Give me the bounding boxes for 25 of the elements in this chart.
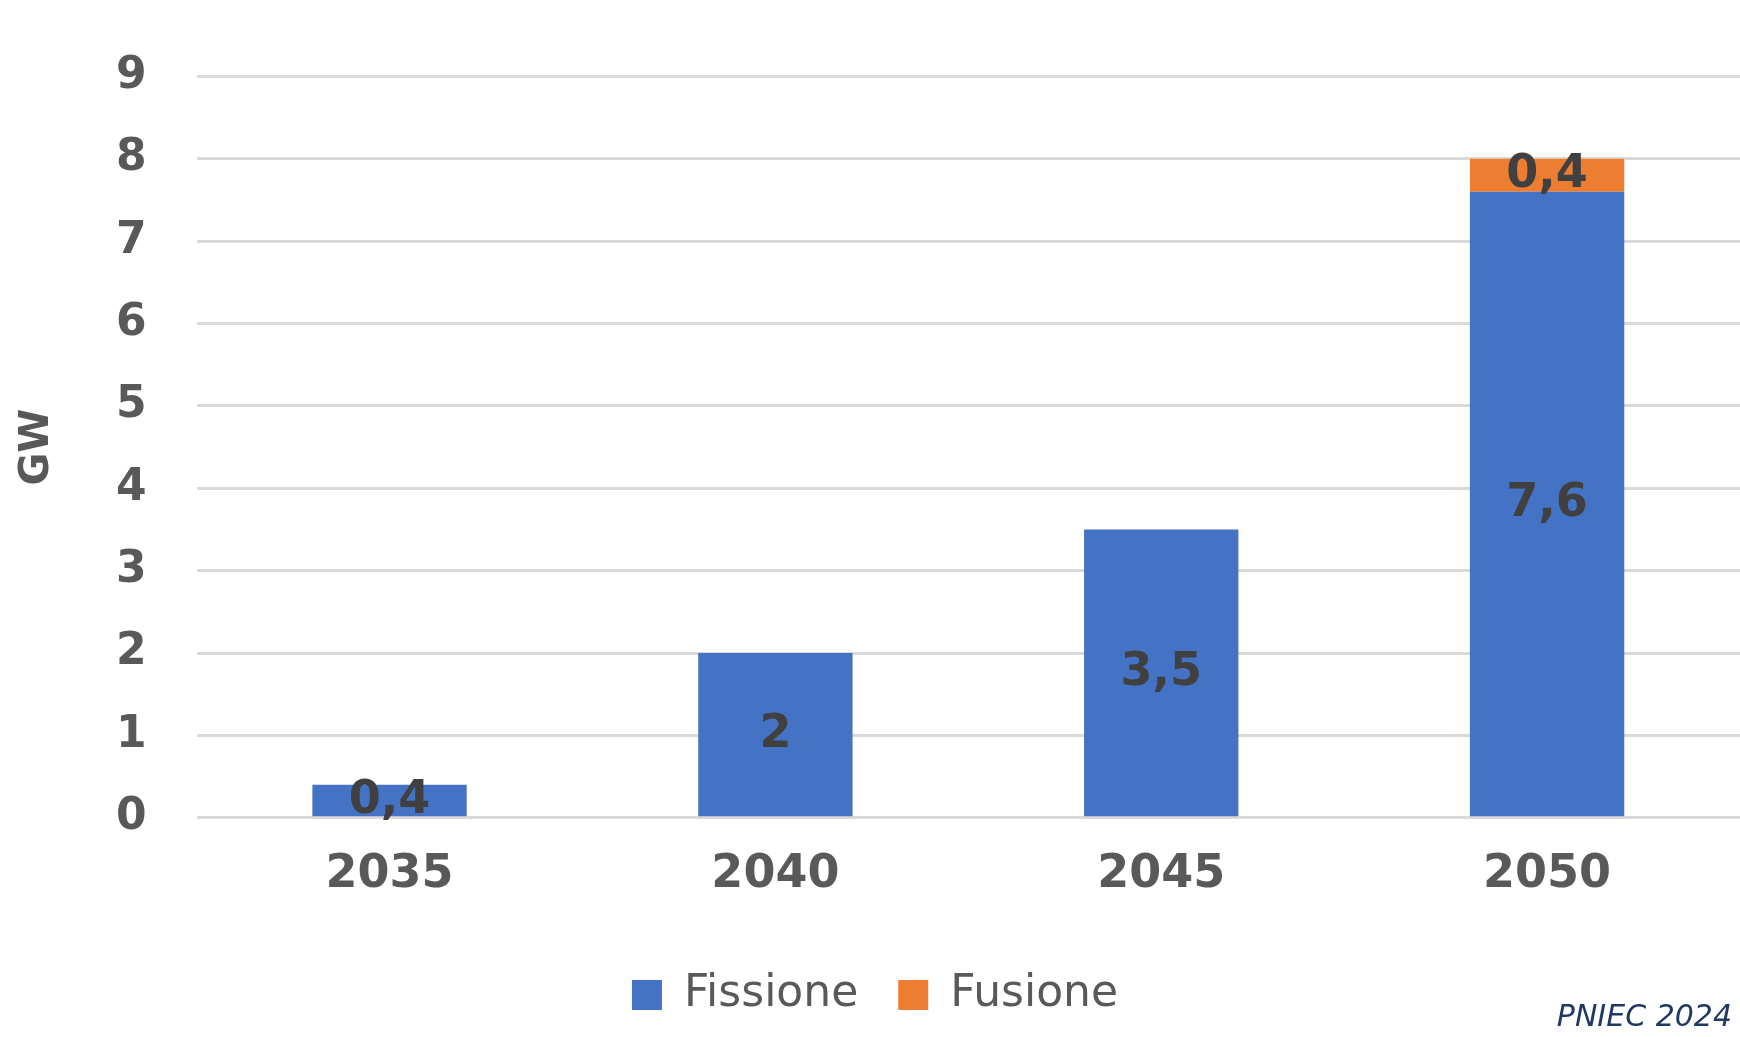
data-label: 0,4 xyxy=(1506,144,1588,199)
x-tick-label: 2040 xyxy=(711,844,840,899)
x-tick-label: 2050 xyxy=(1483,844,1612,899)
bar xyxy=(1084,529,1239,817)
y-tick-label: 8 xyxy=(115,129,147,181)
y-tick-label: 6 xyxy=(115,293,147,345)
y-tick-label: 5 xyxy=(115,376,147,428)
legend-label: Fusione xyxy=(950,965,1119,1017)
y-axis-title: GW xyxy=(11,408,58,486)
y-tick-label: 4 xyxy=(115,458,147,510)
data-label: 2 xyxy=(759,703,792,758)
y-tick-label: 9 xyxy=(115,46,147,98)
y-tick-label: 2 xyxy=(115,623,147,675)
y-tick-label: 1 xyxy=(115,705,147,757)
x-tick-label: 2045 xyxy=(1097,844,1226,899)
text: PNIEC 2024 xyxy=(1556,997,1732,1033)
data-label: 3,5 xyxy=(1120,641,1202,696)
y-tick-label: 7 xyxy=(115,211,147,263)
x-tick-label: 2035 xyxy=(325,844,454,899)
legend-label: Fissione xyxy=(683,965,859,1017)
y-tick-label: 0 xyxy=(115,788,147,840)
data-label: 0,4 xyxy=(348,769,431,824)
y-tick-label: 3 xyxy=(115,541,147,593)
data-label: 7,6 xyxy=(1506,472,1588,527)
bar xyxy=(698,653,853,817)
